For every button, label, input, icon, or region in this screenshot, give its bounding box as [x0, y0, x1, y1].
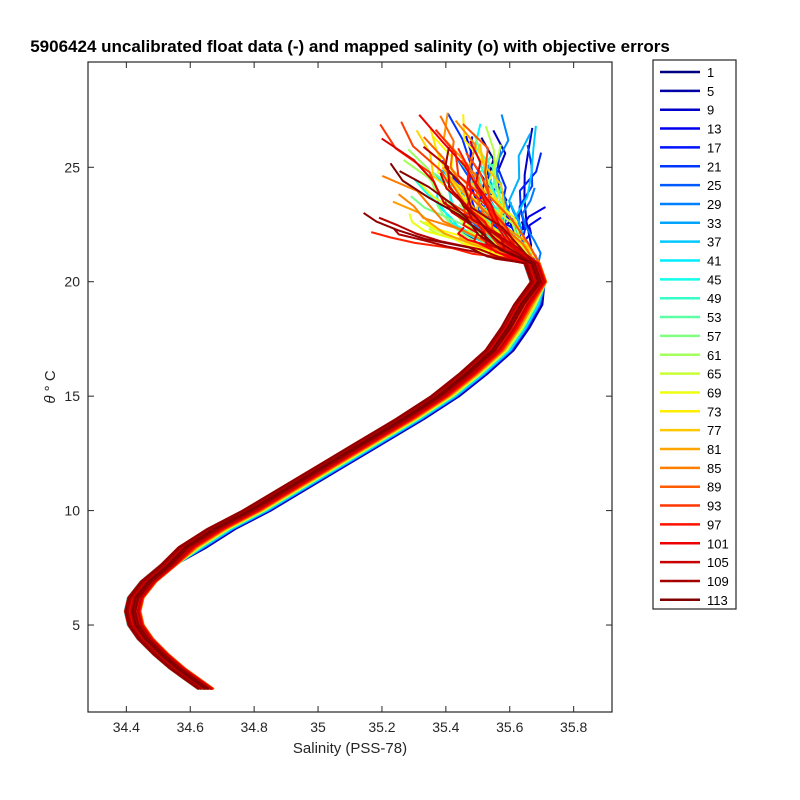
legend-label: 61 — [707, 348, 721, 363]
profile-line — [125, 212, 533, 690]
y-tick-label: 10 — [64, 503, 80, 519]
chart-title: 5906424 uncalibrated float data (-) and … — [30, 37, 670, 56]
legend-label: 93 — [707, 499, 721, 514]
legend-label: 45 — [707, 272, 721, 287]
legend: 1 5 9 13 17 21 25 29 33 37 41 45 49 53 57 61 65 69 73 77 81 8… — [652, 59, 737, 610]
legend-label: 21 — [707, 159, 721, 174]
y-tick-label: 25 — [64, 159, 80, 175]
x-tick-label: 35.8 — [560, 719, 587, 735]
y-tick-label: 20 — [64, 274, 80, 290]
profile-line — [131, 162, 540, 690]
legend-label: 113 — [707, 593, 728, 608]
legend-label: 41 — [707, 254, 721, 269]
x-tick-label: 35.4 — [432, 719, 459, 735]
legend-label: 9 — [707, 103, 714, 118]
x-tick-label: 35 — [310, 719, 326, 735]
legend-box — [652, 59, 737, 610]
axes-frame — [87, 61, 613, 713]
legend-label: 25 — [707, 178, 721, 193]
legend-label: 65 — [707, 367, 721, 382]
legend-label: 97 — [707, 517, 721, 532]
legend-label: 29 — [707, 197, 721, 212]
y-axis-label: θ ° C — [42, 370, 59, 403]
x-tick-label: 35.6 — [496, 719, 523, 735]
profile-line — [137, 146, 545, 690]
legend-items: 1 5 9 13 17 21 25 29 33 37 41 45 49 53 57 61 65 69 73 77 81 8… — [660, 65, 729, 608]
y-tick-label: 5 — [72, 617, 80, 633]
legend-label: 1 — [707, 65, 714, 80]
x-tick-label: 34.6 — [177, 719, 204, 735]
x-axis-label: Salinity (PSS-78) — [293, 740, 407, 757]
legend-label: 53 — [707, 310, 721, 325]
legend-label: 5 — [707, 84, 714, 99]
legend-label: 109 — [707, 574, 729, 589]
legend-label: 105 — [707, 555, 729, 570]
legend-label: 57 — [707, 329, 721, 344]
y-axis-label-symbol: θ — [42, 396, 59, 404]
legend-label: 89 — [707, 480, 721, 495]
legend-label: 33 — [707, 216, 721, 231]
profile-lines — [123, 112, 548, 690]
legend-label: 69 — [707, 385, 721, 400]
legend-label: 81 — [707, 442, 721, 457]
y-tick-label: 15 — [64, 388, 80, 404]
legend-label: 37 — [707, 235, 721, 250]
x-tick-label: 35.2 — [368, 719, 395, 735]
legend-label: 13 — [707, 122, 721, 137]
y-axis-label-unit: ° C — [42, 370, 59, 395]
legend-label: 73 — [707, 404, 721, 419]
legend-label: 77 — [707, 423, 721, 438]
x-tick-label: 34.8 — [241, 719, 268, 735]
x-tick-label: 34.4 — [113, 719, 140, 735]
axis-ticks: 34.4 34.6 34.8 35 35.2 35.4 35.6 35.8 5 10 15 20 25 — [64, 62, 612, 735]
legend-label: 101 — [707, 536, 729, 551]
legend-label: 85 — [707, 461, 721, 476]
legend-label: 49 — [707, 291, 721, 306]
legend-label: 17 — [707, 140, 721, 155]
